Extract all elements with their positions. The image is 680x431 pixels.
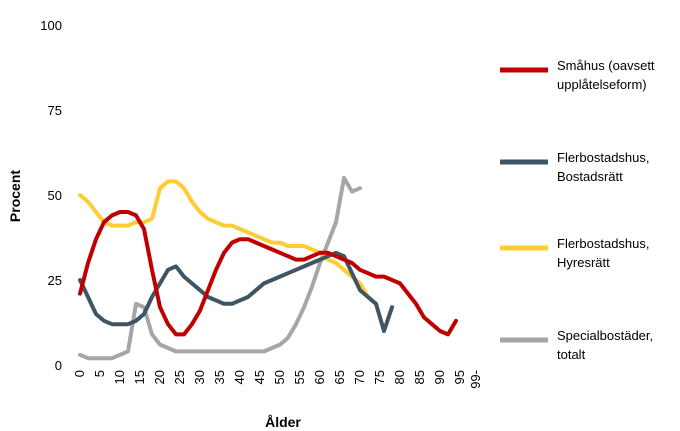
x-tick-label: 75 (372, 370, 387, 384)
legend-label-2: Flerbostadshus, Hyresrätt (557, 236, 650, 270)
y-tick-label: 100 (40, 18, 62, 33)
plot-lines (78, 176, 458, 361)
x-axis-ticks: 0 5 10 15 20 25 30 35 40 45 50 55 60 65 70 75 80 85 90 95 99… (72, 370, 483, 389)
y-axis-title: Procent (7, 170, 23, 222)
x-tick-label: 55 (292, 370, 307, 384)
x-tick-label: 65 (332, 370, 347, 384)
x-tick-label: 0 (72, 370, 87, 377)
series-line-1 (78, 250, 394, 333)
legend-label-1: Flerbostadshus, Bostadsrätt (557, 150, 650, 184)
x-tick-label: 50 (272, 370, 287, 384)
series-line-0 (78, 210, 458, 337)
legend-label-3: Specialbostäder, totalt (557, 328, 653, 362)
x-tick-label: 90 (432, 370, 447, 384)
series-line-3 (78, 176, 362, 361)
x-tick-label: 70 (352, 370, 367, 384)
y-tick-label: 25 (48, 273, 62, 288)
legend-label-0: Småhus (oavsett upplåtelseform) (557, 58, 655, 92)
x-tick-label: 35 (212, 370, 227, 384)
x-tick-label: 15 (132, 370, 147, 384)
y-axis-ticks: 0 25 50 75 100 (40, 18, 62, 373)
y-tick-label: 50 (48, 188, 62, 203)
legend: Småhus (oavsett upplåtelseform) Flerbostad… (500, 58, 655, 362)
x-tick-label: 20 (152, 370, 167, 384)
x-tick-label: 10 (112, 370, 127, 384)
x-tick-label: 99- (468, 370, 483, 389)
x-tick-label: 25 (172, 370, 187, 384)
x-tick-label: 95 (452, 370, 467, 384)
x-tick-label: 30 (192, 370, 207, 384)
y-tick-label: 0 (55, 358, 62, 373)
y-tick-label: 75 (48, 103, 62, 118)
x-tick-label: 5 (92, 370, 107, 377)
x-axis-title: Ålder (265, 414, 301, 430)
x-tick-label: 60 (312, 370, 327, 384)
x-tick-label: 45 (252, 370, 267, 384)
series-line-2 (78, 179, 378, 306)
x-tick-label: 85 (412, 370, 427, 384)
x-tick-label: 80 (392, 370, 407, 384)
x-tick-label: 40 (232, 370, 247, 384)
